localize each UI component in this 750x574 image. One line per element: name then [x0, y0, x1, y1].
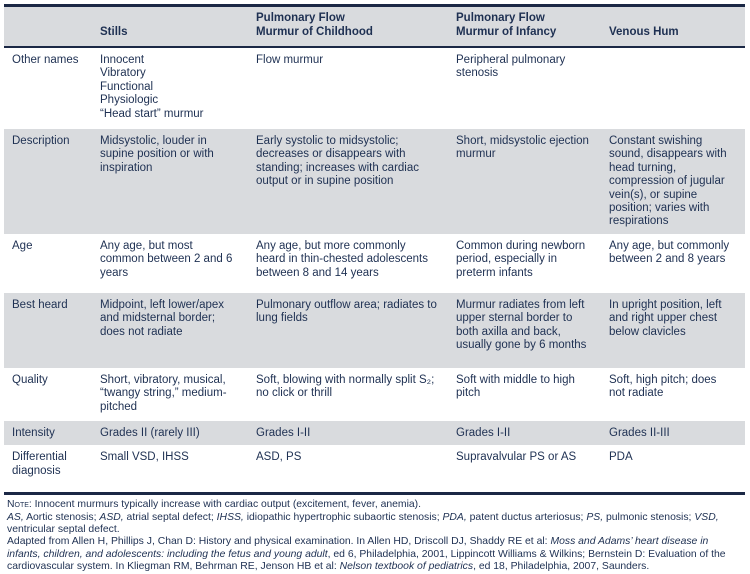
table-cell: Flow murmur: [256, 54, 324, 66]
footnote-segment: ASD,: [99, 511, 124, 523]
footnote-segment: AS,: [7, 511, 24, 523]
table-cell: ASD, PS: [256, 451, 302, 464]
table-cell: Peripheral pulmonary stenosis: [456, 54, 566, 80]
table-cell: Soft, high pitch; does not radiate: [609, 373, 717, 400]
table-cell: Murmur radiates from left upper sternal …: [456, 298, 587, 352]
footnotes: Note: Innocent murmurs typically increas…: [4, 495, 745, 573]
table-cell: PDA: [609, 451, 633, 464]
innocent-murmurs-table: Stills Pulmonary Flow Murmur of Childhoo…: [4, 7, 745, 492]
table-row-intensity: Intensity Grades II (rarely III) Grades …: [4, 420, 745, 446]
row-label: Best heard: [12, 298, 68, 311]
table-cell: Short, vibratory, musical, “twangy strin…: [100, 373, 227, 413]
row-label: Differential diagnosis: [12, 451, 67, 477]
table-cell: Grades II-III: [609, 426, 670, 439]
column-header-venous-hum: Venous Hum: [601, 7, 745, 48]
table-cell: Soft with middle to high pitch: [456, 373, 575, 400]
table-cell: Supravalvular PS or AS: [456, 451, 577, 464]
footnote-segment: Aortic stenosis;: [23, 511, 100, 523]
table-cell: Midpoint, left lower/apex and midsternal…: [100, 298, 225, 338]
row-label: Description: [12, 135, 70, 147]
table-cell: Pulmonary outflow area; radiates to lung…: [256, 298, 437, 325]
footnote-segment: Nelson textbook of pediatrics: [339, 561, 474, 573]
table-cell: Any age, but most common between 2 and 6…: [100, 239, 233, 279]
table-cell: Grades II (rarely III): [100, 426, 200, 439]
table-cell: Grades I-II: [256, 426, 311, 439]
table-cell: Any age, but commonly between 2 and 8 ye…: [609, 239, 730, 266]
footnote-segment: IHSS,: [216, 511, 244, 523]
table-row-best-heard: Best heard Midpoint, left lower/apex and…: [4, 292, 745, 368]
top-rule: [4, 4, 745, 7]
column-header-pulmonary-flow-childhood: Pulmonary Flow Murmur of Childhood: [248, 7, 448, 48]
footnote-segment: Innocent murmurs typically increase with…: [34, 499, 422, 511]
table-row-quality: Quality Short, vibratory, musical, “twan…: [4, 368, 745, 421]
row-label: Quality: [12, 373, 48, 386]
table-cell: Grades I-II: [456, 426, 511, 439]
row-label: Intensity: [12, 426, 55, 439]
footnote-source: Adapted from Allen H, Phillips J, Chan D…: [7, 536, 743, 573]
footnote-note: Note: Innocent murmurs typically increas…: [7, 499, 743, 511]
column-header-stills: Stills: [92, 7, 248, 48]
row-label: Other names: [12, 54, 79, 66]
table-cell: Soft, blowing with normally split S₂; no…: [256, 373, 435, 400]
table-cell: Constant swishing sound, disappears with…: [609, 135, 727, 228]
table-cell: Small VSD, IHSS: [100, 451, 189, 464]
table-cell: Midsystolic, louder in supine position o…: [100, 135, 214, 174]
table-cell: Early systolic to midsystolic; decreases…: [256, 135, 419, 188]
bottom-rule: [4, 492, 745, 496]
table-cell: Any age, but more commonly heard in thin…: [256, 239, 428, 279]
footnote-segment: Note:: [7, 499, 35, 511]
table-row-other-names: Other names Innocent Vibratory Functiona…: [4, 47, 745, 129]
footnote-segment: Adapted from Allen H, Phillips J, Chan D…: [7, 536, 551, 548]
table-row-age: Age Any age, but most common between 2 a…: [4, 234, 745, 293]
footnote-segment: idiopathic hypertrophic subaortic stenos…: [243, 511, 443, 523]
table-row-description: Description Midsystolic, louder in supin…: [4, 129, 745, 234]
table-cell: [601, 47, 745, 129]
footnote-segment: PS,: [586, 511, 604, 523]
footnote-segment: ventricular septal defect.: [7, 524, 120, 536]
table-cell: Short, midsystolic ejection murmur: [456, 135, 589, 161]
table-row-differential-diagnosis: Differential diagnosis Small VSD, IHSS A…: [4, 445, 745, 492]
footnote-abbreviations: AS, Aortic stenosis; ASD, atrial septal …: [7, 512, 743, 537]
footnote-segment: , ed 18, Philadelphia, 2007, Saunders.: [473, 561, 650, 573]
column-header-blank: [4, 7, 92, 48]
header-row: Stills Pulmonary Flow Murmur of Childhoo…: [4, 7, 745, 48]
column-header-pulmonary-flow-infancy: Pulmonary Flow Murmur of Infancy: [448, 7, 601, 48]
footnote-segment: PDA,: [442, 511, 467, 523]
table-cell: In upright position, left and right uppe…: [609, 298, 722, 338]
row-label: Age: [12, 239, 33, 252]
footnote-segment: atrial septal defect;: [123, 511, 217, 523]
table-cell: Innocent Vibratory Functional Physiologi…: [100, 54, 204, 120]
footnote-segment: pulmonic stenosis;: [603, 511, 695, 523]
table-cell: Common during newborn period, especially…: [456, 239, 586, 279]
footnote-segment: VSD,: [694, 511, 719, 523]
footnote-segment: patent ductus arteriosus;: [466, 511, 587, 523]
